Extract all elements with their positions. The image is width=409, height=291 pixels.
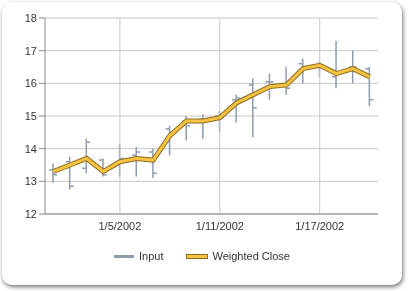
svg-text:17: 17	[25, 45, 37, 57]
svg-text:14: 14	[25, 143, 37, 155]
svg-text:1/5/2002: 1/5/2002	[99, 220, 142, 232]
svg-text:1/17/2002: 1/17/2002	[295, 220, 344, 232]
html-text:Weighted Close: Weighted Close	[212, 250, 290, 262]
svg-text:15: 15	[25, 110, 37, 122]
svg-text:16: 16	[25, 77, 37, 89]
svg-text:12: 12	[25, 208, 37, 220]
html-text:Input: Input	[139, 250, 164, 262]
svg-text:1/11/2002: 1/11/2002	[196, 220, 244, 232]
svg-text:18: 18	[25, 12, 37, 24]
svg-text:13: 13	[25, 175, 37, 187]
